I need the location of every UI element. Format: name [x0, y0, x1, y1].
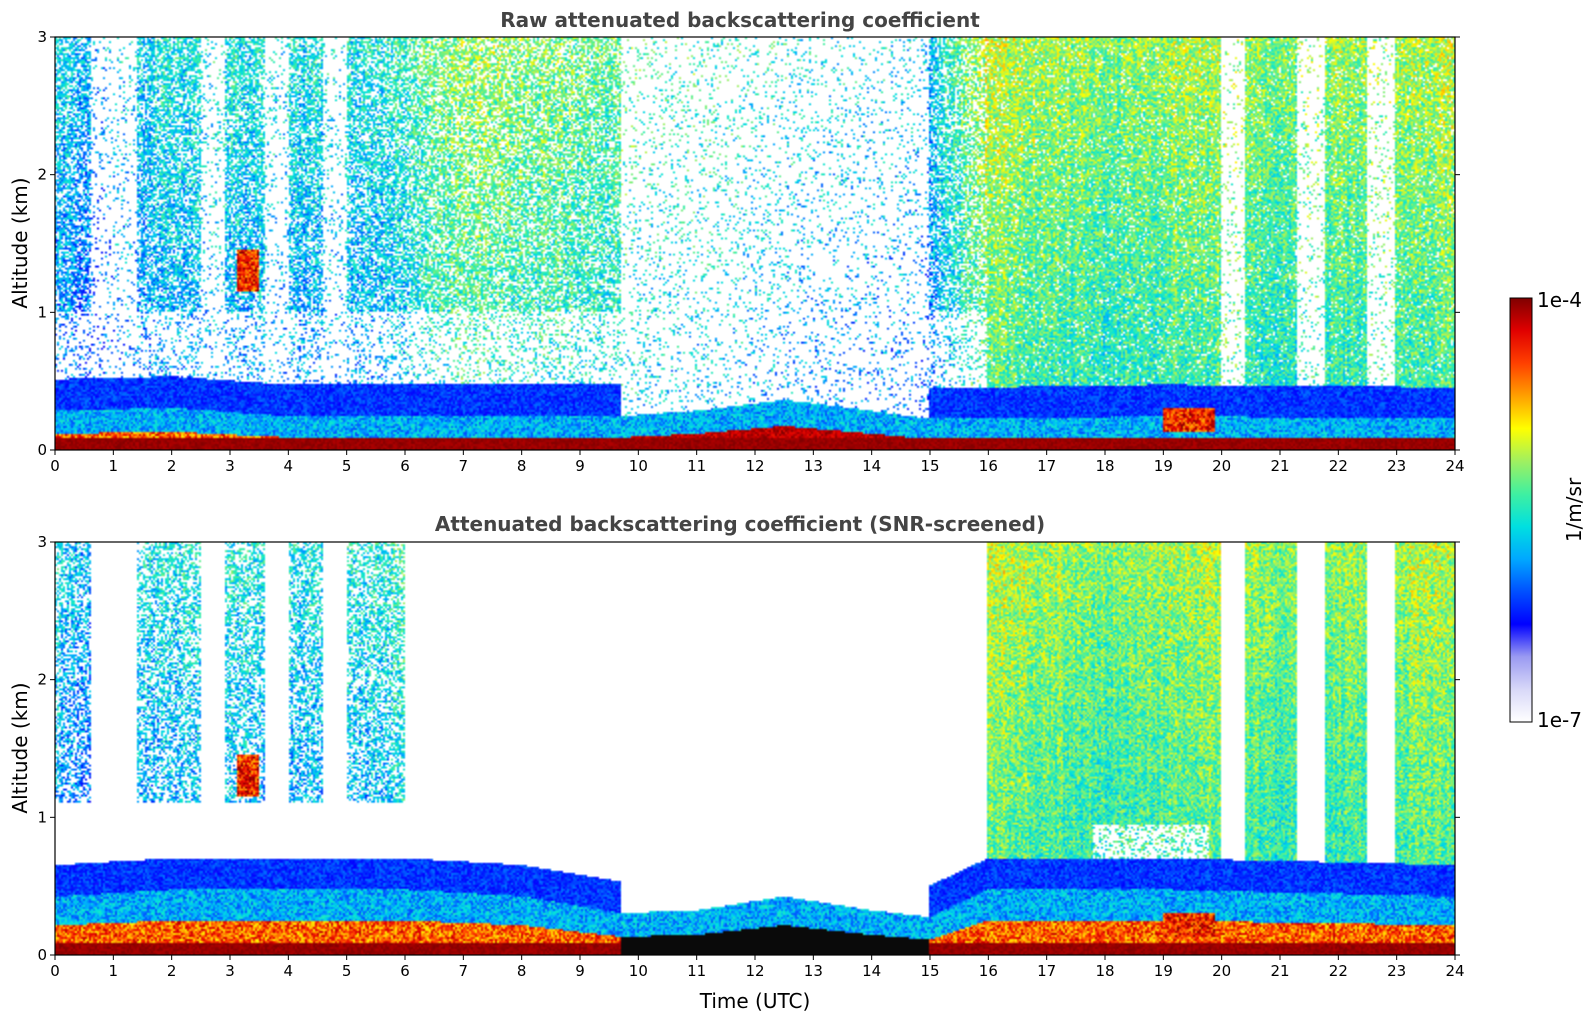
x-tick-label: 8 — [517, 457, 527, 475]
x-tick-label: 17 — [1037, 962, 1056, 980]
y-tick-label: 2 — [37, 671, 47, 689]
top-panel: Raw attenuated backscattering coefficien… — [8, 8, 1465, 475]
x-tick-label: 22 — [1329, 962, 1348, 980]
colorbar-units-label: 1/m/sr — [1562, 477, 1586, 542]
colorbar: 1e-4 1e-7 1/m/sr — [1509, 288, 1586, 732]
x-tick-label: 21 — [1270, 962, 1289, 980]
x-tick-label: 5 — [342, 457, 352, 475]
x-tick-label: 4 — [284, 962, 294, 980]
x-tick-label: 18 — [1095, 962, 1114, 980]
x-tick-label: 6 — [400, 457, 410, 475]
x-tick-label: 16 — [979, 457, 998, 475]
x-tick-label: 13 — [804, 457, 823, 475]
x-tick-label: 3 — [225, 962, 235, 980]
x-tick-label: 18 — [1095, 457, 1114, 475]
bottom-x-ticks: 0 1 2 3 4 5 6 7 8 9 10 11 12 13 14 15 16 17 18 19 20 21 22 23 24 — [50, 955, 1465, 980]
x-tick-label: 15 — [920, 962, 939, 980]
x-tick-label: 24 — [1445, 962, 1464, 980]
x-tick-label: 17 — [1037, 457, 1056, 475]
x-tick-label: 7 — [459, 457, 469, 475]
x-tick-label: 12 — [745, 962, 764, 980]
bottom-y-ticks: 0 1 2 3 — [37, 533, 1460, 964]
x-tick-label: 11 — [687, 457, 706, 475]
x-tick-label: 16 — [979, 962, 998, 980]
top-heatmap-image — [55, 37, 1455, 450]
top-panel-title: Raw attenuated backscattering coefficien… — [500, 8, 980, 32]
bottom-heatmap-image — [55, 542, 1455, 955]
x-tick-label: 21 — [1270, 457, 1289, 475]
top-y-ticks: 0 1 2 3 — [37, 28, 1460, 459]
x-tick-label: 5 — [342, 962, 352, 980]
x-tick-label: 2 — [167, 457, 177, 475]
top-y-axis-label: Altitude (km) — [8, 177, 32, 308]
x-tick-label: 1 — [109, 457, 119, 475]
y-tick-label: 1 — [37, 303, 47, 321]
y-tick-label: 1 — [37, 808, 47, 826]
y-tick-label: 3 — [37, 28, 47, 46]
x-tick-label: 3 — [225, 457, 235, 475]
x-tick-label: 1 — [109, 962, 119, 980]
top-x-ticks: 0 1 2 3 4 5 6 7 8 9 10 11 12 13 14 15 16 17 18 19 20 21 22 23 24 — [50, 450, 1465, 475]
x-tick-label: 24 — [1445, 457, 1464, 475]
y-tick-label: 2 — [37, 166, 47, 184]
x-tick-label: 23 — [1387, 962, 1406, 980]
x-tick-label: 6 — [400, 962, 410, 980]
x-tick-label: 2 — [167, 962, 177, 980]
colorbar-gradient — [1509, 297, 1533, 723]
x-tick-label: 10 — [629, 962, 648, 980]
x-tick-label: 13 — [804, 962, 823, 980]
x-axis-label: Time (UTC) — [699, 989, 811, 1013]
x-tick-label: 7 — [459, 962, 469, 980]
colorbar-max-label: 1e-4 — [1537, 288, 1582, 312]
x-tick-label: 19 — [1154, 457, 1173, 475]
y-tick-label: 3 — [37, 533, 47, 551]
x-tick-label: 10 — [629, 457, 648, 475]
x-tick-label: 0 — [50, 457, 60, 475]
x-tick-label: 23 — [1387, 457, 1406, 475]
x-tick-label: 20 — [1212, 962, 1231, 980]
colorbar-min-label: 1e-7 — [1537, 708, 1582, 732]
x-tick-label: 15 — [920, 457, 939, 475]
x-tick-label: 22 — [1329, 457, 1348, 475]
x-tick-label: 9 — [575, 457, 585, 475]
y-tick-label: 0 — [37, 946, 47, 964]
bottom-y-axis-label: Altitude (km) — [8, 682, 32, 813]
x-tick-label: 9 — [575, 962, 585, 980]
bottom-panel: Attenuated backscattering coefficient (S… — [8, 512, 1465, 1013]
x-tick-label: 8 — [517, 962, 527, 980]
y-tick-label: 0 — [37, 441, 47, 459]
x-tick-label: 4 — [284, 457, 294, 475]
x-tick-label: 11 — [687, 962, 706, 980]
x-tick-label: 20 — [1212, 457, 1231, 475]
x-tick-label: 12 — [745, 457, 764, 475]
x-tick-label: 14 — [862, 962, 881, 980]
bottom-panel-title: Attenuated backscattering coefficient (S… — [435, 512, 1045, 536]
x-tick-label: 14 — [862, 457, 881, 475]
x-tick-label: 0 — [50, 962, 60, 980]
x-tick-label: 19 — [1154, 962, 1173, 980]
